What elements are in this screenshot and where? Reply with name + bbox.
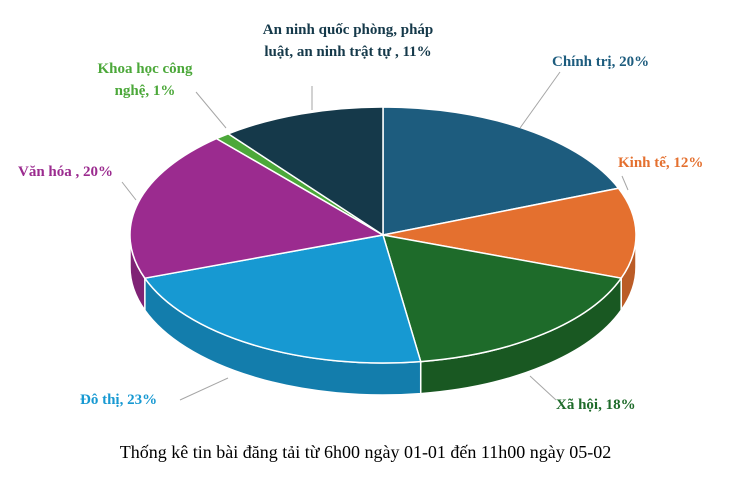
slice bbox=[382, 106, 620, 236]
leader-line bbox=[529, 375, 557, 401]
slice bbox=[143, 234, 422, 364]
data-label: Đô thị, 23% bbox=[80, 392, 158, 408]
slice bbox=[129, 137, 386, 280]
slice bbox=[381, 234, 623, 363]
data-label: Chính trị, 20% bbox=[552, 54, 650, 70]
leader-line bbox=[195, 91, 227, 129]
leader-line bbox=[621, 175, 629, 191]
leader-line bbox=[121, 181, 137, 201]
leader-line bbox=[179, 377, 229, 401]
chart-title: Thống kê tin bài đăng tải từ 6h00 ngày 0… bbox=[119, 442, 612, 462]
slice bbox=[382, 187, 637, 280]
data-label: Văn hóa , 20% bbox=[18, 164, 114, 180]
data-label: Kinh tế, 12% bbox=[618, 155, 704, 171]
slice bbox=[226, 106, 384, 237]
data-label: An ninh quốc phòng, pháp luật, an ninh t… bbox=[262, 22, 434, 60]
data-label: Xã hội, 18% bbox=[556, 397, 636, 413]
data-label: Khoa học công nghệ, 1% bbox=[97, 61, 193, 99]
leader-line bbox=[519, 71, 561, 129]
